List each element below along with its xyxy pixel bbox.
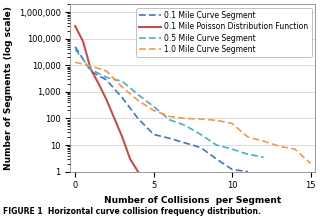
1.0 Mile Curve Segment [105,70,108,73]
1.0 Mile Curve Segment [120,86,124,88]
0.1 Mile Curve Segment [214,158,218,160]
0.1 Mile Curve Segment [246,170,250,173]
1.0 Mile Curve Segment [89,65,93,67]
0.5 Mile Curve Segment [167,118,171,121]
0.5 Mile Curve Segment [73,48,77,51]
0.1 Mile Poisson Distribution Function [89,68,93,71]
0.1 Mile Curve Segment [136,117,140,120]
0.1 Mile Curve Segment [183,142,187,144]
1.0 Mile Curve Segment [293,148,297,150]
Y-axis label: Number of Segments (log scale): Number of Segments (log scale) [4,6,13,170]
0.1 Mile Poisson Distribution Function [97,82,100,85]
0.1 Mile Curve Segment [120,96,124,99]
1.0 Mile Curve Segment [277,145,281,148]
1.0 Mile Curve Segment [309,162,313,165]
0.1 Mile Curve Segment [152,133,156,136]
0.5 Mile Curve Segment [136,93,140,96]
Line: 0.5 Mile Curve Segment: 0.5 Mile Curve Segment [75,49,264,157]
1.0 Mile Curve Segment [262,140,266,143]
0.5 Mile Curve Segment [214,144,218,146]
0.1 Mile Curve Segment [230,168,234,171]
1.0 Mile Curve Segment [246,136,250,138]
1.0 Mile Curve Segment [167,115,171,118]
0.1 Mile Curve Segment [105,79,108,81]
1.0 Mile Curve Segment [230,122,234,125]
Line: 0.1 Mile Curve Segment: 0.1 Mile Curve Segment [75,47,248,172]
0.5 Mile Curve Segment [183,124,187,127]
0.5 Mile Curve Segment [246,153,250,156]
1.0 Mile Curve Segment [214,119,218,122]
Line: 1.0 Mile Curve Segment: 1.0 Mile Curve Segment [75,62,311,164]
0.1 Mile Poisson Distribution Function [113,117,116,120]
0.1 Mile Poisson Distribution Function [136,170,140,173]
1.0 Mile Curve Segment [152,109,156,112]
0.5 Mile Curve Segment [262,156,266,158]
1.0 Mile Curve Segment [73,61,77,64]
0.5 Mile Curve Segment [120,80,124,83]
1.0 Mile Curve Segment [183,117,187,120]
Legend: 0.1 Mile Curve Segment, 0.1 Mile Poisson Distribution Function, 0.5 Mile Curve S: 0.1 Mile Curve Segment, 0.1 Mile Poisson… [136,8,312,57]
0.1 Mile Poisson Distribution Function [73,25,77,27]
0.1 Mile Poisson Distribution Function [81,40,85,43]
0.5 Mile Curve Segment [199,133,203,136]
0.5 Mile Curve Segment [105,76,108,79]
0.1 Mile Curve Segment [167,137,171,139]
0.1 Mile Poisson Distribution Function [120,136,124,138]
1.0 Mile Curve Segment [136,99,140,102]
0.1 Mile Poisson Distribution Function [105,99,108,101]
Text: FIGURE 1  Horizontal curve collision frequency distribution.: FIGURE 1 Horizontal curve collision freq… [3,207,261,216]
0.5 Mile Curve Segment [152,105,156,108]
X-axis label: Number of Collisions  per Segment: Number of Collisions per Segment [104,196,282,205]
1.0 Mile Curve Segment [199,118,203,120]
0.1 Mile Poisson Distribution Function [128,158,132,160]
0.5 Mile Curve Segment [230,148,234,150]
0.1 Mile Curve Segment [73,45,77,48]
Line: 0.1 Mile Poisson Distribution Function: 0.1 Mile Poisson Distribution Function [75,26,138,172]
0.5 Mile Curve Segment [89,68,93,71]
0.1 Mile Curve Segment [199,146,203,149]
0.1 Mile Curve Segment [89,70,93,73]
